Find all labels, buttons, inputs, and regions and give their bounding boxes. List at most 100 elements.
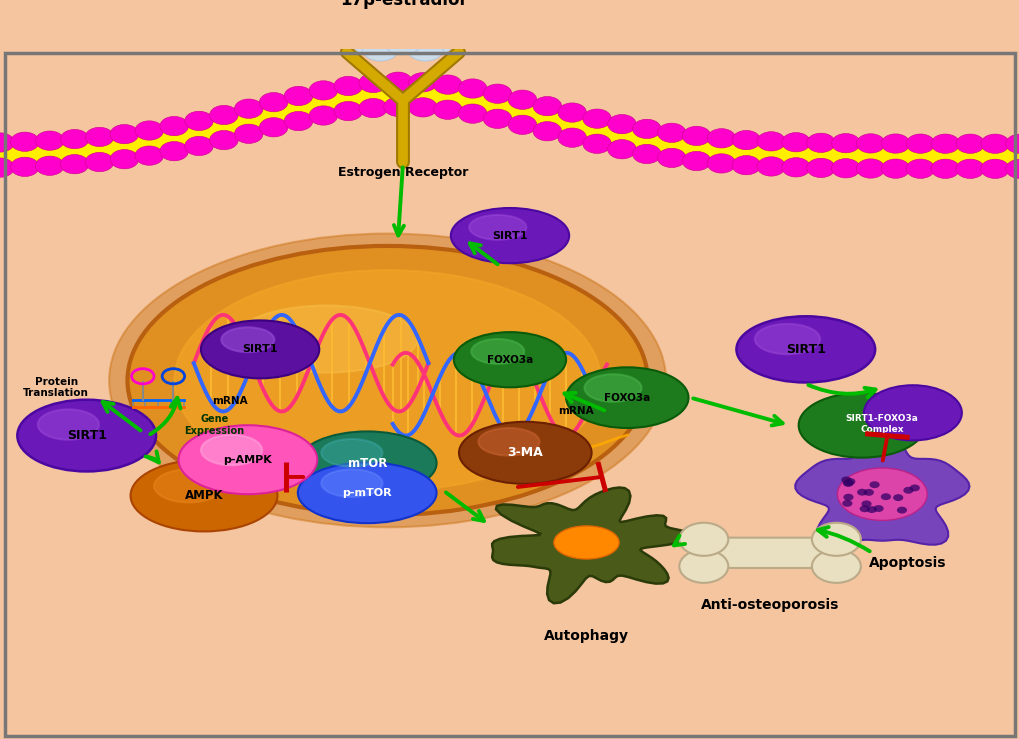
Ellipse shape: [321, 469, 382, 497]
Circle shape: [607, 115, 636, 134]
Circle shape: [409, 72, 437, 92]
Circle shape: [880, 493, 891, 500]
Circle shape: [679, 522, 728, 556]
Ellipse shape: [469, 215, 526, 239]
Circle shape: [458, 104, 486, 123]
Circle shape: [60, 129, 89, 149]
Circle shape: [483, 109, 512, 129]
Circle shape: [682, 151, 710, 171]
Circle shape: [682, 126, 710, 146]
Circle shape: [756, 157, 785, 176]
Circle shape: [980, 134, 1009, 154]
Ellipse shape: [754, 324, 819, 354]
Text: Apoptosis: Apoptosis: [868, 556, 946, 571]
Circle shape: [905, 134, 933, 153]
Circle shape: [36, 131, 64, 150]
Circle shape: [706, 129, 735, 148]
Text: 3-MA: 3-MA: [506, 446, 543, 460]
Ellipse shape: [298, 432, 436, 495]
Text: 17β-estradiol: 17β-estradiol: [340, 0, 465, 10]
Circle shape: [607, 140, 636, 159]
Circle shape: [930, 134, 959, 153]
FancyArrowPatch shape: [445, 492, 483, 521]
Circle shape: [86, 152, 114, 171]
Circle shape: [866, 506, 876, 513]
Ellipse shape: [235, 305, 417, 372]
Circle shape: [184, 136, 213, 156]
Circle shape: [811, 522, 860, 556]
Text: SIRT1: SIRT1: [66, 429, 107, 442]
Circle shape: [359, 73, 387, 92]
Circle shape: [135, 146, 163, 166]
Circle shape: [1005, 134, 1019, 154]
Circle shape: [361, 17, 408, 49]
Ellipse shape: [863, 385, 961, 440]
Circle shape: [905, 159, 933, 178]
Circle shape: [859, 505, 869, 512]
Polygon shape: [492, 488, 693, 603]
Circle shape: [433, 100, 462, 120]
Circle shape: [234, 99, 263, 118]
Circle shape: [657, 149, 686, 168]
Circle shape: [842, 480, 852, 487]
Circle shape: [507, 90, 536, 109]
Ellipse shape: [321, 439, 382, 466]
Circle shape: [903, 487, 913, 494]
Text: mTOR: mTOR: [347, 457, 386, 470]
Circle shape: [333, 101, 362, 120]
Text: SIRT1-FOXO3a
Complex: SIRT1-FOXO3a Complex: [845, 414, 918, 434]
Circle shape: [234, 124, 263, 143]
FancyArrowPatch shape: [817, 527, 869, 551]
Circle shape: [841, 477, 851, 483]
Circle shape: [458, 79, 486, 98]
Circle shape: [811, 550, 860, 583]
Text: AMPK: AMPK: [184, 489, 223, 502]
Circle shape: [433, 75, 462, 95]
Text: SIRT1: SIRT1: [243, 344, 277, 355]
FancyArrowPatch shape: [518, 477, 598, 487]
Circle shape: [309, 81, 337, 100]
Circle shape: [657, 123, 686, 143]
Circle shape: [756, 132, 785, 151]
Ellipse shape: [471, 339, 524, 364]
Circle shape: [10, 132, 39, 151]
Circle shape: [781, 157, 809, 177]
Ellipse shape: [130, 460, 277, 531]
Circle shape: [383, 72, 412, 92]
Circle shape: [868, 481, 878, 488]
Ellipse shape: [459, 422, 591, 484]
Circle shape: [284, 112, 313, 131]
FancyArrowPatch shape: [881, 438, 887, 460]
Ellipse shape: [566, 367, 688, 428]
Circle shape: [413, 28, 453, 55]
Text: FOXO3a: FOXO3a: [486, 355, 533, 365]
Text: FOXO3a: FOXO3a: [603, 392, 650, 403]
Circle shape: [110, 149, 139, 169]
Text: p-AMPK: p-AMPK: [223, 454, 272, 465]
Text: Estrogen Receptor: Estrogen Receptor: [337, 166, 468, 180]
FancyArrowPatch shape: [674, 536, 685, 545]
PathPatch shape: [0, 84, 1019, 166]
Circle shape: [732, 131, 760, 150]
Circle shape: [362, 36, 398, 61]
FancyArrowPatch shape: [150, 398, 180, 435]
Circle shape: [384, 30, 421, 55]
Circle shape: [160, 117, 189, 136]
Circle shape: [909, 485, 919, 491]
Ellipse shape: [221, 327, 274, 353]
Circle shape: [110, 124, 139, 144]
Ellipse shape: [450, 208, 569, 263]
FancyArrowPatch shape: [693, 398, 782, 426]
Circle shape: [830, 159, 859, 178]
Polygon shape: [795, 429, 968, 545]
Circle shape: [955, 134, 983, 154]
Circle shape: [632, 119, 660, 138]
Circle shape: [732, 155, 760, 175]
Ellipse shape: [17, 400, 156, 471]
Circle shape: [284, 86, 313, 106]
Ellipse shape: [201, 435, 262, 466]
Circle shape: [507, 115, 536, 134]
Ellipse shape: [109, 234, 665, 528]
Text: Protein
Translation: Protein Translation: [23, 376, 89, 398]
Circle shape: [210, 106, 238, 125]
